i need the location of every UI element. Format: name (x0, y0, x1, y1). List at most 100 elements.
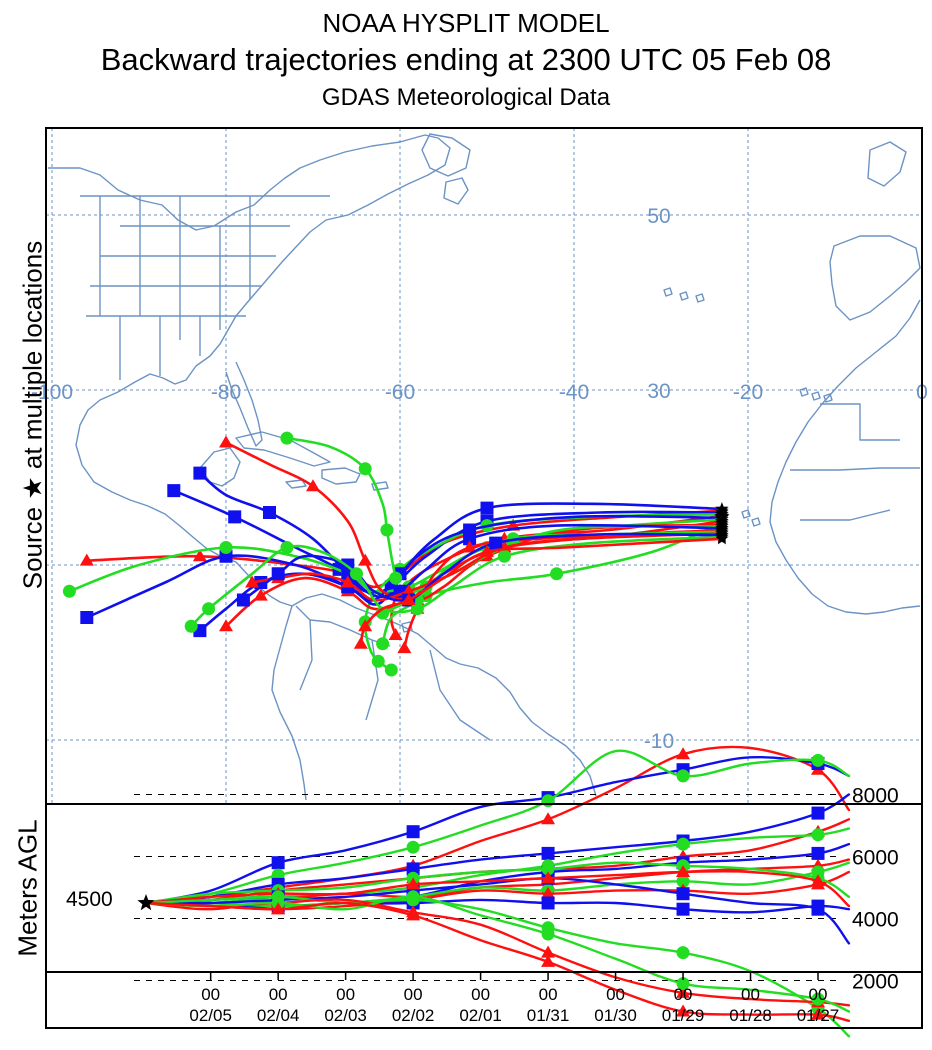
trajectory-marker (79, 553, 94, 566)
map-trajectory-blue-8 (198, 502, 724, 632)
source-star (715, 531, 729, 545)
longitude-label: -40 (559, 381, 589, 404)
source-star (714, 508, 730, 524)
trajectory-marker (410, 602, 424, 616)
coastline-cuba (235, 431, 331, 467)
altitude-marker (406, 877, 421, 890)
trajectory-marker (350, 567, 363, 581)
coastline-yucatan (199, 447, 241, 487)
trajectory-marker (462, 540, 477, 553)
altitude-marker (676, 1004, 691, 1017)
trajectory-marker (263, 506, 276, 519)
altitude-trajectory-red-12 (144, 870, 851, 908)
coastline-florida (225, 361, 263, 447)
trajectory-marker (401, 593, 416, 605)
altitude-trajectory-blue-1 (144, 755, 851, 905)
altitude-panel: 8000 6000 4000 2000 (45, 745, 923, 1038)
time-tick-date: 02/05 (189, 1006, 232, 1025)
trajectory-marker (219, 541, 233, 554)
trajectory-marker (280, 541, 294, 554)
longitude-label: -20 (733, 381, 763, 404)
time-tick-hour: 00 (809, 985, 828, 1004)
map-trajectory-red-14 (250, 532, 724, 602)
trajectory-marker (192, 549, 207, 562)
coastline-trinidad (401, 621, 413, 633)
graticule-grid (46, 128, 923, 804)
altitude-marker (541, 896, 555, 910)
time-axis-panel: 00 02/05 00 02/04 00 02/03 00 02/02 00 02/01 00 01/… (45, 971, 923, 1029)
trajectory-marker (184, 619, 198, 633)
trajectory-marker (371, 654, 385, 668)
altitude-gridlines (134, 794, 836, 981)
altitude-marker (811, 899, 825, 913)
altitude-trajectory-green-11 (144, 861, 851, 905)
altitude-trajectory-green-8 (144, 861, 851, 908)
trajectory-marker (550, 567, 564, 581)
trajectory-marker (80, 611, 94, 624)
trajectory-marker (489, 536, 503, 550)
altitude-marker (811, 1007, 825, 1020)
trajectory-marker (219, 435, 233, 448)
altitude-trajectory-blue-4 (144, 793, 851, 905)
altitude-marker (676, 985, 691, 998)
altitude-trajectory-red-17 (144, 901, 851, 1022)
time-axis-ticks: 00 02/05 00 02/04 00 02/03 00 02/02 00 02/01 00 01/… (189, 972, 839, 1025)
trajectory-marker (388, 628, 403, 640)
altitude-marker (406, 862, 420, 876)
trajectory-marker (193, 466, 207, 480)
longitude-label: -80 (211, 381, 241, 404)
coastline-iberia (829, 235, 921, 321)
time-tick-hour: 00 (404, 985, 423, 1004)
coastline-layer (48, 133, 921, 801)
altitude-marker (676, 865, 691, 877)
altitude-marker (541, 812, 556, 825)
trajectory-marker (306, 479, 320, 492)
time-tick-date: 01/30 (594, 1006, 637, 1025)
altitude-marker (406, 825, 420, 839)
source-star (715, 502, 729, 515)
trajectory-marker (340, 575, 355, 588)
latitude-label: 30 (647, 380, 670, 403)
altitude-marker (676, 874, 690, 888)
altitude-marker (541, 846, 555, 860)
altitude-marker (811, 992, 825, 1006)
time-tick-date: 01/27 (797, 1006, 840, 1025)
altitude-trajectory-green-16 (144, 895, 851, 1013)
time-tick-date: 01/28 (729, 1006, 772, 1025)
coastline-greenland (421, 133, 471, 177)
time-tick-hour: 00 (539, 985, 558, 1004)
altitude-marker (541, 945, 556, 958)
chart-title-main: Backward trajectories ending at 2300 UTC… (100, 42, 832, 77)
trajectory-marker (384, 663, 398, 677)
coastline-north-america (48, 134, 451, 607)
coastline-jamaica (285, 479, 307, 489)
altitude-marker (676, 837, 690, 851)
altitude-tick-label: 8000 (852, 785, 899, 808)
trajectory-marker (228, 510, 242, 524)
altitude-marker (271, 902, 286, 915)
time-tick-hour: 00 (336, 985, 355, 1004)
map-trajectory-red-9 (224, 441, 724, 602)
altitude-tick-label: 4000 (852, 909, 899, 932)
time-tick-hour: 00 (471, 985, 490, 1004)
time-tick-hour: 00 (269, 985, 288, 1004)
altitude-marker (676, 902, 690, 916)
map-trajectories (62, 431, 730, 677)
altitude-marker (541, 886, 556, 899)
longitude-label: -100 (31, 381, 73, 404)
trajectory-marker (397, 641, 412, 654)
coastline-canary-islands (799, 387, 833, 403)
start-altitude-label: 4500 (66, 888, 113, 911)
time-axis-frame (45, 971, 923, 1029)
altitude-marker (406, 840, 420, 854)
trajectory-marker (202, 602, 216, 616)
altitude-marker (811, 874, 825, 887)
altitude-marker (541, 954, 556, 967)
altitude-marker (541, 794, 555, 808)
altitude-marker (541, 871, 556, 884)
altitude-marker (676, 946, 690, 960)
trajectory-marker (167, 484, 181, 498)
altitude-marker (541, 927, 555, 941)
